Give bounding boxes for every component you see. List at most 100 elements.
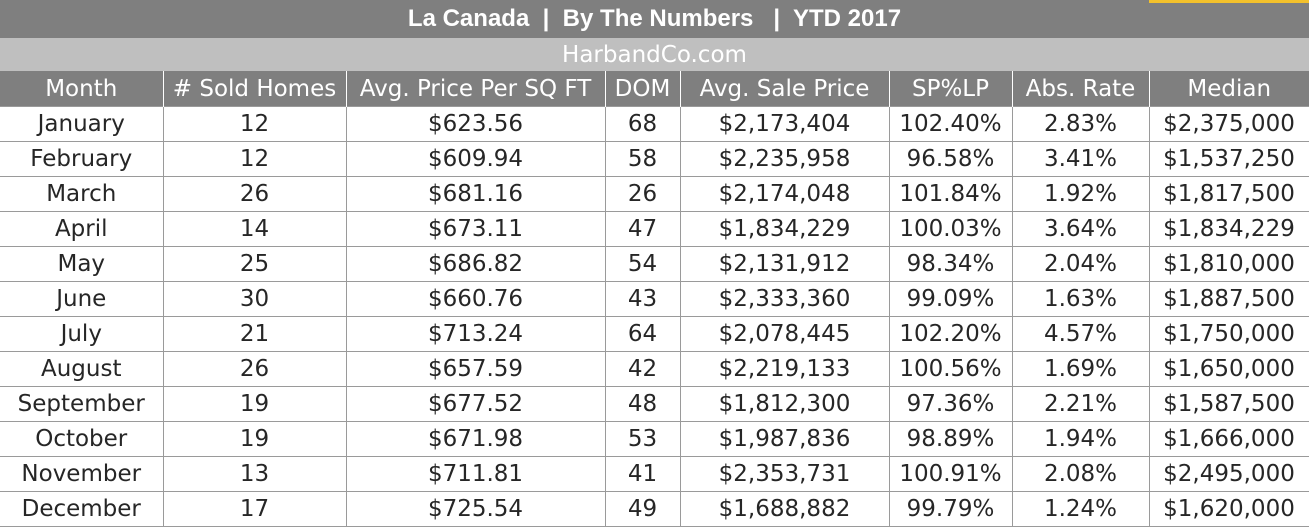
cell-month[interactable]: December: [0, 491, 164, 527]
column-header-dom[interactable]: DOM: [605, 71, 681, 107]
cell-price-per-sqft[interactable]: $713.24: [345, 316, 606, 352]
cell-median[interactable]: $1,650,000: [1148, 351, 1309, 387]
cell-price-per-sqft[interactable]: $681.16: [345, 176, 606, 212]
cell-dom[interactable]: 58: [604, 141, 681, 177]
column-header-sp-lp[interactable]: SP%LP: [889, 71, 1013, 107]
cell-sp-lp[interactable]: 99.79%: [888, 491, 1013, 527]
cell-abs-rate[interactable]: 3.64%: [1011, 211, 1150, 247]
cell-median[interactable]: $1,666,000: [1148, 421, 1309, 457]
cell-sp-lp[interactable]: 100.56%: [888, 351, 1013, 387]
cell-abs-rate[interactable]: 4.57%: [1011, 316, 1150, 352]
cell-sold-homes[interactable]: 17: [162, 491, 347, 527]
cell-median[interactable]: $1,810,000: [1148, 246, 1309, 282]
cell-abs-rate[interactable]: 1.24%: [1011, 491, 1150, 527]
cell-month[interactable]: April: [0, 211, 164, 247]
cell-month[interactable]: January: [0, 106, 164, 142]
cell-abs-rate[interactable]: 1.92%: [1011, 176, 1150, 212]
cell-price-per-sqft[interactable]: $725.54: [345, 491, 606, 527]
cell-sp-lp[interactable]: 100.91%: [888, 456, 1013, 492]
cell-sp-lp[interactable]: 99.09%: [888, 281, 1013, 317]
cell-sp-lp[interactable]: 96.58%: [888, 141, 1013, 177]
cell-price-per-sqft[interactable]: $660.76: [345, 281, 606, 317]
column-header-abs-rate[interactable]: Abs. Rate: [1012, 71, 1150, 107]
cell-dom[interactable]: 41: [604, 456, 681, 492]
cell-avg-sale-price[interactable]: $2,333,360: [679, 281, 890, 317]
cell-median[interactable]: $1,620,000: [1148, 491, 1309, 527]
cell-price-per-sqft[interactable]: $711.81: [345, 456, 606, 492]
cell-sold-homes[interactable]: 21: [162, 316, 347, 352]
cell-price-per-sqft[interactable]: $673.11: [345, 211, 606, 247]
cell-price-per-sqft[interactable]: $657.59: [345, 351, 606, 387]
cell-dom[interactable]: 48: [604, 386, 681, 422]
cell-median[interactable]: $2,495,000: [1148, 456, 1309, 492]
cell-sp-lp[interactable]: 98.34%: [888, 246, 1013, 282]
cell-avg-sale-price[interactable]: $1,987,836: [679, 421, 890, 457]
cell-avg-sale-price[interactable]: $2,353,731: [679, 456, 890, 492]
cell-month[interactable]: November: [0, 456, 164, 492]
cell-sp-lp[interactable]: 98.89%: [888, 421, 1013, 457]
cell-sold-homes[interactable]: 30: [162, 281, 347, 317]
cell-sold-homes[interactable]: 14: [162, 211, 347, 247]
cell-avg-sale-price[interactable]: $2,131,912: [679, 246, 890, 282]
cell-avg-sale-price[interactable]: $1,812,300: [679, 386, 890, 422]
cell-dom[interactable]: 26: [604, 176, 681, 212]
cell-sold-homes[interactable]: 25: [162, 246, 347, 282]
cell-price-per-sqft[interactable]: $609.94: [345, 141, 606, 177]
cell-dom[interactable]: 68: [604, 106, 681, 142]
cell-price-per-sqft[interactable]: $686.82: [345, 246, 606, 282]
column-header-price-per-sqft[interactable]: Avg. Price Per SQ FT: [346, 71, 606, 107]
cell-sold-homes[interactable]: 19: [162, 386, 347, 422]
cell-dom[interactable]: 43: [604, 281, 681, 317]
cell-median[interactable]: $1,887,500: [1148, 281, 1309, 317]
cell-avg-sale-price[interactable]: $2,173,404: [679, 106, 890, 142]
cell-month[interactable]: September: [0, 386, 164, 422]
cell-abs-rate[interactable]: 2.08%: [1011, 456, 1150, 492]
cell-median[interactable]: $1,587,500: [1148, 386, 1309, 422]
column-header-sold-homes[interactable]: # Sold Homes: [163, 71, 347, 107]
cell-dom[interactable]: 54: [604, 246, 681, 282]
cell-sp-lp[interactable]: 100.03%: [888, 211, 1013, 247]
cell-price-per-sqft[interactable]: $671.98: [345, 421, 606, 457]
cell-sp-lp[interactable]: 102.40%: [888, 106, 1013, 142]
cell-avg-sale-price[interactable]: $2,174,048: [679, 176, 890, 212]
cell-abs-rate[interactable]: 2.21%: [1011, 386, 1150, 422]
cell-dom[interactable]: 42: [604, 351, 681, 387]
cell-abs-rate[interactable]: 1.94%: [1011, 421, 1150, 457]
cell-avg-sale-price[interactable]: $2,078,445: [679, 316, 890, 352]
cell-sp-lp[interactable]: 97.36%: [888, 386, 1013, 422]
cell-median[interactable]: $1,750,000: [1148, 316, 1309, 352]
cell-median[interactable]: $1,537,250: [1148, 141, 1309, 177]
cell-median[interactable]: $2,375,000: [1148, 106, 1309, 142]
cell-month[interactable]: August: [0, 351, 164, 387]
cell-sold-homes[interactable]: 12: [162, 106, 347, 142]
cell-median[interactable]: $1,817,500: [1148, 176, 1309, 212]
cell-abs-rate[interactable]: 2.83%: [1011, 106, 1150, 142]
cell-abs-rate[interactable]: 3.41%: [1011, 141, 1150, 177]
cell-sold-homes[interactable]: 26: [162, 351, 347, 387]
cell-sp-lp[interactable]: 102.20%: [888, 316, 1013, 352]
cell-dom[interactable]: 47: [604, 211, 681, 247]
cell-avg-sale-price[interactable]: $2,235,958: [679, 141, 890, 177]
cell-dom[interactable]: 49: [604, 491, 681, 527]
cell-price-per-sqft[interactable]: $623.56: [345, 106, 606, 142]
cell-month[interactable]: May: [0, 246, 164, 282]
cell-month[interactable]: March: [0, 176, 164, 212]
column-header-month[interactable]: Month: [0, 71, 164, 107]
cell-sp-lp[interactable]: 101.84%: [888, 176, 1013, 212]
column-header-avg-sale-price[interactable]: Avg. Sale Price: [680, 71, 890, 107]
cell-month[interactable]: October: [0, 421, 164, 457]
column-header-median[interactable]: Median: [1149, 71, 1309, 107]
cell-sold-homes[interactable]: 12: [162, 141, 347, 177]
cell-avg-sale-price[interactable]: $1,688,882: [679, 491, 890, 527]
cell-price-per-sqft[interactable]: $677.52: [345, 386, 606, 422]
cell-sold-homes[interactable]: 13: [162, 456, 347, 492]
cell-avg-sale-price[interactable]: $1,834,229: [679, 211, 890, 247]
cell-month[interactable]: June: [0, 281, 164, 317]
cell-dom[interactable]: 53: [604, 421, 681, 457]
cell-dom[interactable]: 64: [604, 316, 681, 352]
cell-sold-homes[interactable]: 26: [162, 176, 347, 212]
cell-abs-rate[interactable]: 2.04%: [1011, 246, 1150, 282]
cell-median[interactable]: $1,834,229: [1148, 211, 1309, 247]
cell-avg-sale-price[interactable]: $2,219,133: [679, 351, 890, 387]
cell-abs-rate[interactable]: 1.63%: [1011, 281, 1150, 317]
